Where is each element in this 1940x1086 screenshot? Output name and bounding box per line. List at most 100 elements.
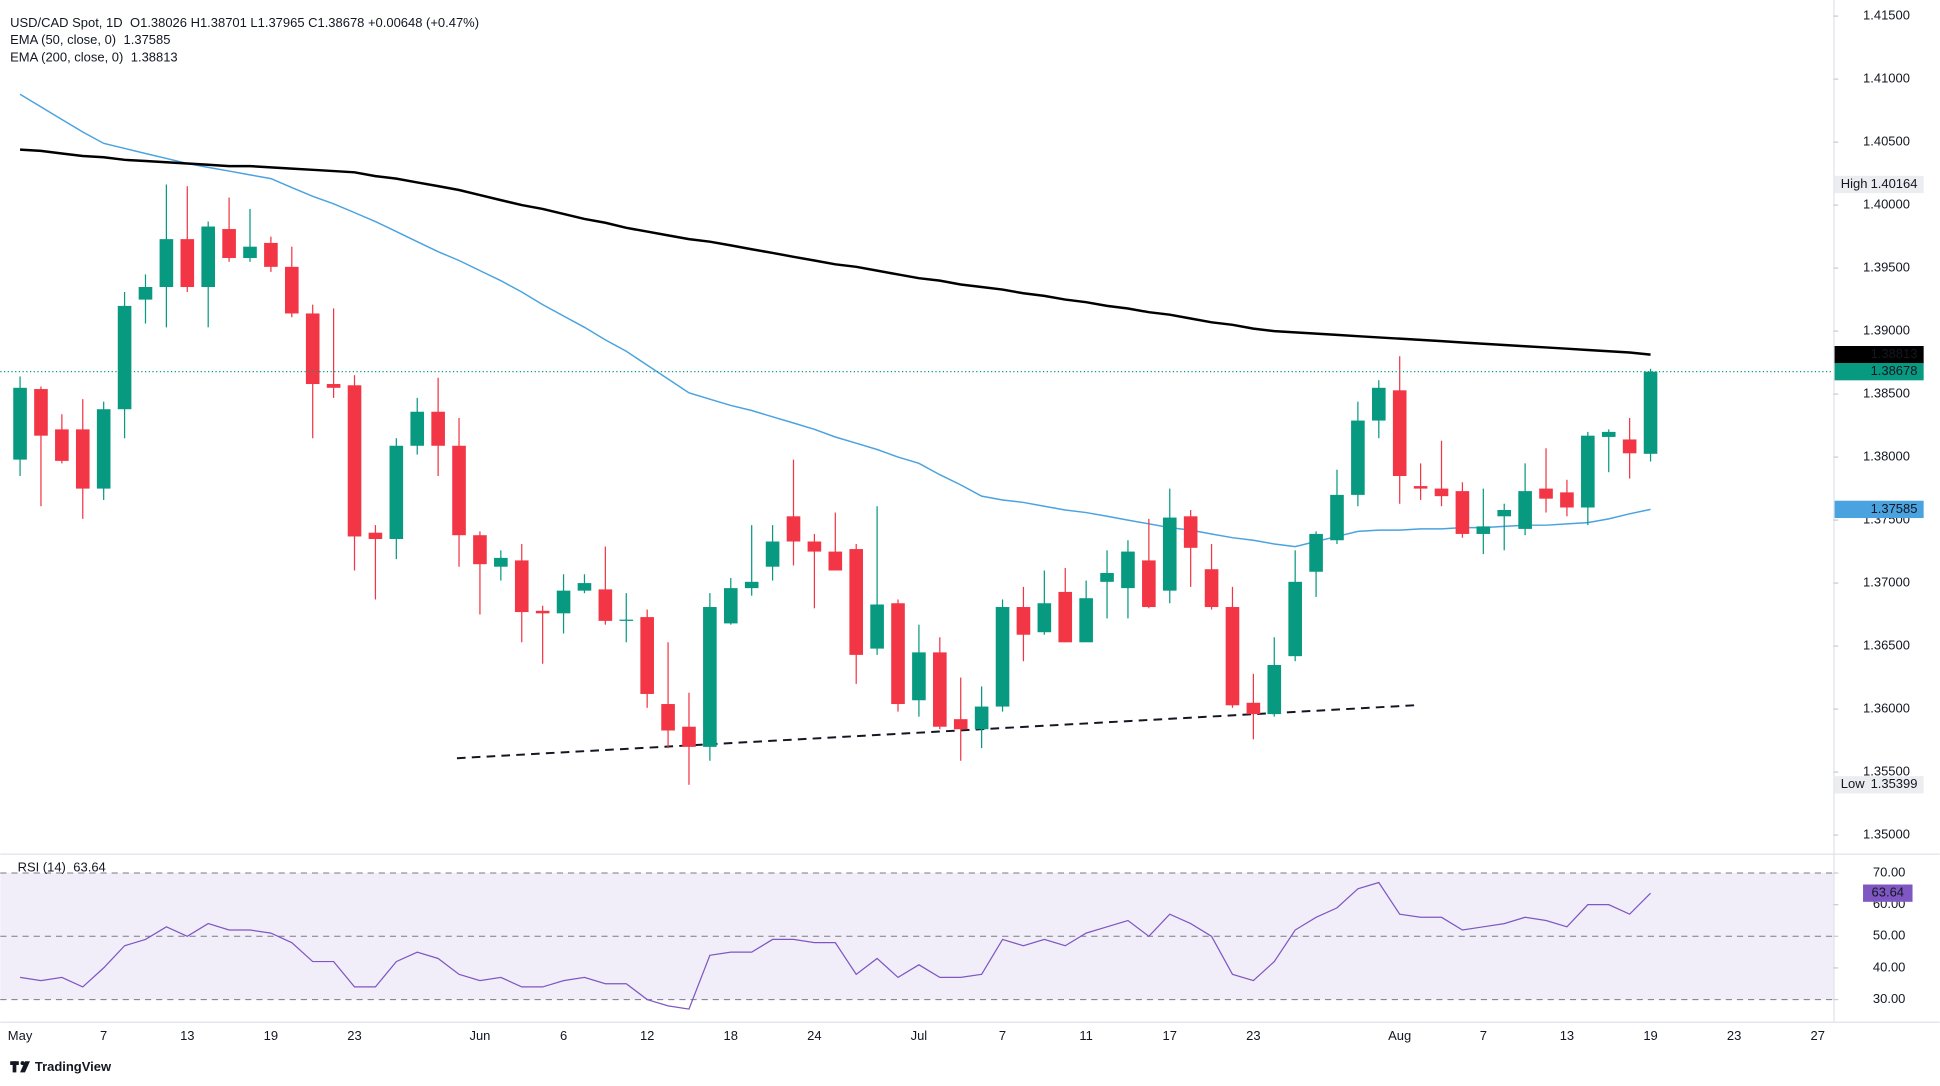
y-tick-label: 1.36500	[1863, 638, 1910, 653]
candle-body	[326, 384, 341, 388]
candle-body	[1183, 516, 1198, 548]
x-tick-label: Aug	[1388, 1028, 1411, 1043]
candle-body	[765, 541, 780, 567]
candle-body	[723, 588, 738, 624]
candle-body	[1142, 560, 1156, 608]
candle-body	[410, 411, 425, 446]
candle-body	[1539, 488, 1553, 499]
x-tick-label: 18	[724, 1028, 738, 1043]
candle-body	[682, 726, 696, 747]
x-tick-label: 24	[807, 1028, 821, 1043]
candle-body	[870, 604, 884, 649]
candle-body	[912, 652, 926, 701]
candle-body	[389, 445, 404, 539]
x-tick-label: 12	[640, 1028, 654, 1043]
candle-body	[849, 549, 864, 655]
candle-body	[264, 242, 278, 267]
price-tag-label: 1.40164	[1871, 176, 1918, 191]
price-tag-label: 1.35399	[1871, 776, 1918, 791]
candle-body	[1476, 526, 1491, 534]
candle-body	[1560, 492, 1574, 508]
candle-body	[1079, 598, 1093, 643]
x-tick-label: 6	[560, 1028, 567, 1043]
price-tag-prefix: Low	[1841, 776, 1865, 791]
candle-body	[138, 287, 153, 300]
y-tick-label: 1.40500	[1863, 134, 1910, 149]
logo-icon	[20, 1061, 30, 1073]
candle-body	[222, 229, 236, 259]
rsi-line	[19, 881, 1651, 1010]
candle-body	[1413, 486, 1428, 489]
y-tick-label: 1.35500	[1863, 763, 1910, 778]
logo-icon	[20, 1061, 25, 1066]
candle-body	[1037, 603, 1052, 633]
legend-text: EMA (200, close, 0)	[10, 50, 123, 65]
candle-body	[598, 589, 613, 621]
candle-body	[347, 385, 362, 537]
rsi-y-tick-label: 50.00	[1873, 928, 1905, 943]
candle-body	[55, 429, 69, 461]
price-tag	[1834, 175, 1924, 194]
watermark: TradingView	[35, 1059, 112, 1074]
candle-body	[703, 607, 717, 747]
candle-body	[96, 409, 111, 489]
y-tick-label: 1.39000	[1863, 323, 1910, 338]
rsi-tag	[1863, 884, 1913, 902]
candle-body	[577, 583, 592, 591]
candle-body	[744, 581, 759, 589]
candle-body	[995, 607, 1010, 707]
candle-body	[661, 704, 675, 731]
candle-body	[159, 239, 174, 288]
x-tick-label: 7	[999, 1028, 1006, 1043]
candle-body	[452, 445, 466, 536]
candle-body	[1622, 439, 1637, 454]
candle-body	[1601, 431, 1616, 437]
x-tick-label: 11	[1079, 1028, 1092, 1043]
candle-body	[556, 590, 571, 614]
candle-body	[1225, 607, 1240, 706]
y-tick-label: 1.37000	[1863, 575, 1910, 590]
candle-body	[1518, 491, 1532, 529]
candle-body	[305, 313, 320, 385]
y-tick-label: 1.41000	[1863, 71, 1910, 86]
candle-body	[619, 619, 634, 621]
x-tick-label: 7	[100, 1028, 107, 1043]
candle-body	[1455, 491, 1470, 534]
rsi-y-tick-label: 40.00	[1873, 959, 1905, 974]
rsi-y-tick-label: 70.00	[1873, 864, 1905, 879]
y-tick-label: 1.41500	[1863, 8, 1910, 23]
legend-text: 1.37585	[124, 32, 171, 47]
candle-body	[1100, 573, 1114, 582]
candle-body	[34, 389, 48, 436]
price-tag	[1834, 346, 1924, 364]
y-tick-label: 1.38500	[1863, 386, 1910, 401]
price-tag	[1834, 363, 1924, 381]
candle-body	[1121, 551, 1135, 589]
legend-text: 1.38813	[131, 50, 178, 65]
candle-body	[180, 239, 195, 288]
candle-body	[431, 411, 445, 446]
x-tick-label: 23	[1727, 1028, 1741, 1043]
x-tick-label: 23	[1246, 1028, 1260, 1043]
candle-body	[640, 617, 654, 694]
candle-body	[494, 557, 508, 567]
candle-body	[1309, 533, 1323, 572]
candle-body	[933, 652, 947, 727]
legend-text: O1.38026 H1.38701 L1.37965 C1.38678 +0.0…	[130, 15, 479, 30]
candle-body	[1371, 387, 1386, 421]
x-tick-label: 27	[1811, 1028, 1825, 1043]
candle-body	[473, 535, 487, 565]
logo-icon	[12, 1061, 17, 1073]
candle-body	[1288, 581, 1302, 657]
price-tag-label: 1.38813	[1871, 346, 1918, 361]
price-tag-label: 1.37585	[1871, 501, 1918, 516]
plot: 1.41500 1.41000 1.40500 1.40000 1.39500 1.390…	[0, 8, 1924, 1074]
x-tick-label: 7	[1480, 1028, 1487, 1043]
price-tag-prefix: High	[1841, 176, 1868, 191]
rsi-tag-label: 63.64	[1872, 885, 1904, 900]
candle-body	[1246, 702, 1261, 715]
candle-body	[1351, 420, 1365, 495]
